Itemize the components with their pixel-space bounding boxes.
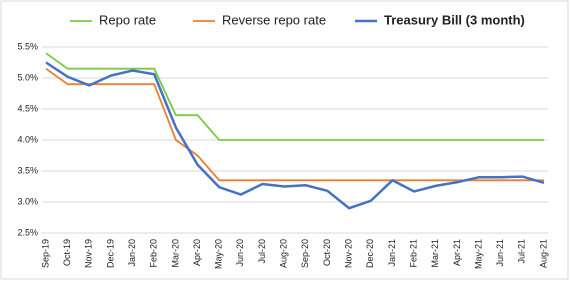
y-tick-label: 3.0%	[17, 196, 38, 206]
x-tick-label: May-20	[214, 239, 224, 269]
x-tick-label: Jan-21	[387, 239, 397, 267]
x-tick-label: Jun-20	[235, 239, 245, 267]
x-tick-label: Jul-20	[257, 239, 267, 264]
x-tick-label: Aug-21	[538, 239, 548, 268]
x-tick-label: Feb-20	[149, 239, 159, 268]
legend-label: Repo rate	[99, 12, 156, 27]
x-tick-label: Nov-19	[84, 239, 94, 268]
x-tick-label: Nov-20	[344, 239, 354, 268]
x-tick-label: May-21	[473, 239, 483, 269]
x-tick-label: Jun-21	[495, 239, 505, 267]
x-tick-label: Mar-20	[170, 239, 180, 268]
x-tick-label: Dec-20	[365, 239, 375, 268]
y-tick-label: 4.5%	[17, 103, 38, 113]
y-tick-label: 4.0%	[17, 134, 38, 144]
series-line	[45, 52, 544, 141]
x-tick-label: Aug-20	[279, 239, 289, 268]
x-tick-label: Jan-20	[127, 239, 137, 267]
y-tick-label: 2.5%	[17, 227, 38, 237]
series-line	[45, 61, 545, 210]
y-tick-label: 5.0%	[17, 72, 38, 82]
x-tick-label: Oct-20	[322, 239, 332, 266]
y-tick-label: 5.5%	[17, 41, 38, 51]
x-tick-label: Feb-21	[408, 239, 418, 268]
x-tick-label: Oct-19	[62, 239, 72, 266]
x-tick-label: Sep-20	[300, 239, 310, 268]
x-tick-label: Apr-21	[452, 239, 462, 266]
x-tick-label: Sep-19	[40, 239, 50, 268]
x-tick-label: Dec-19	[105, 239, 115, 268]
legend-label: Treasury Bill (3 month)	[384, 12, 525, 27]
legend-label: Reverse repo rate	[222, 12, 326, 27]
x-tick-label: Mar-21	[430, 239, 440, 268]
x-tick-label: Apr-20	[192, 239, 202, 266]
y-tick-label: 3.5%	[17, 165, 38, 175]
x-tick-label: Jul-21	[517, 239, 527, 264]
